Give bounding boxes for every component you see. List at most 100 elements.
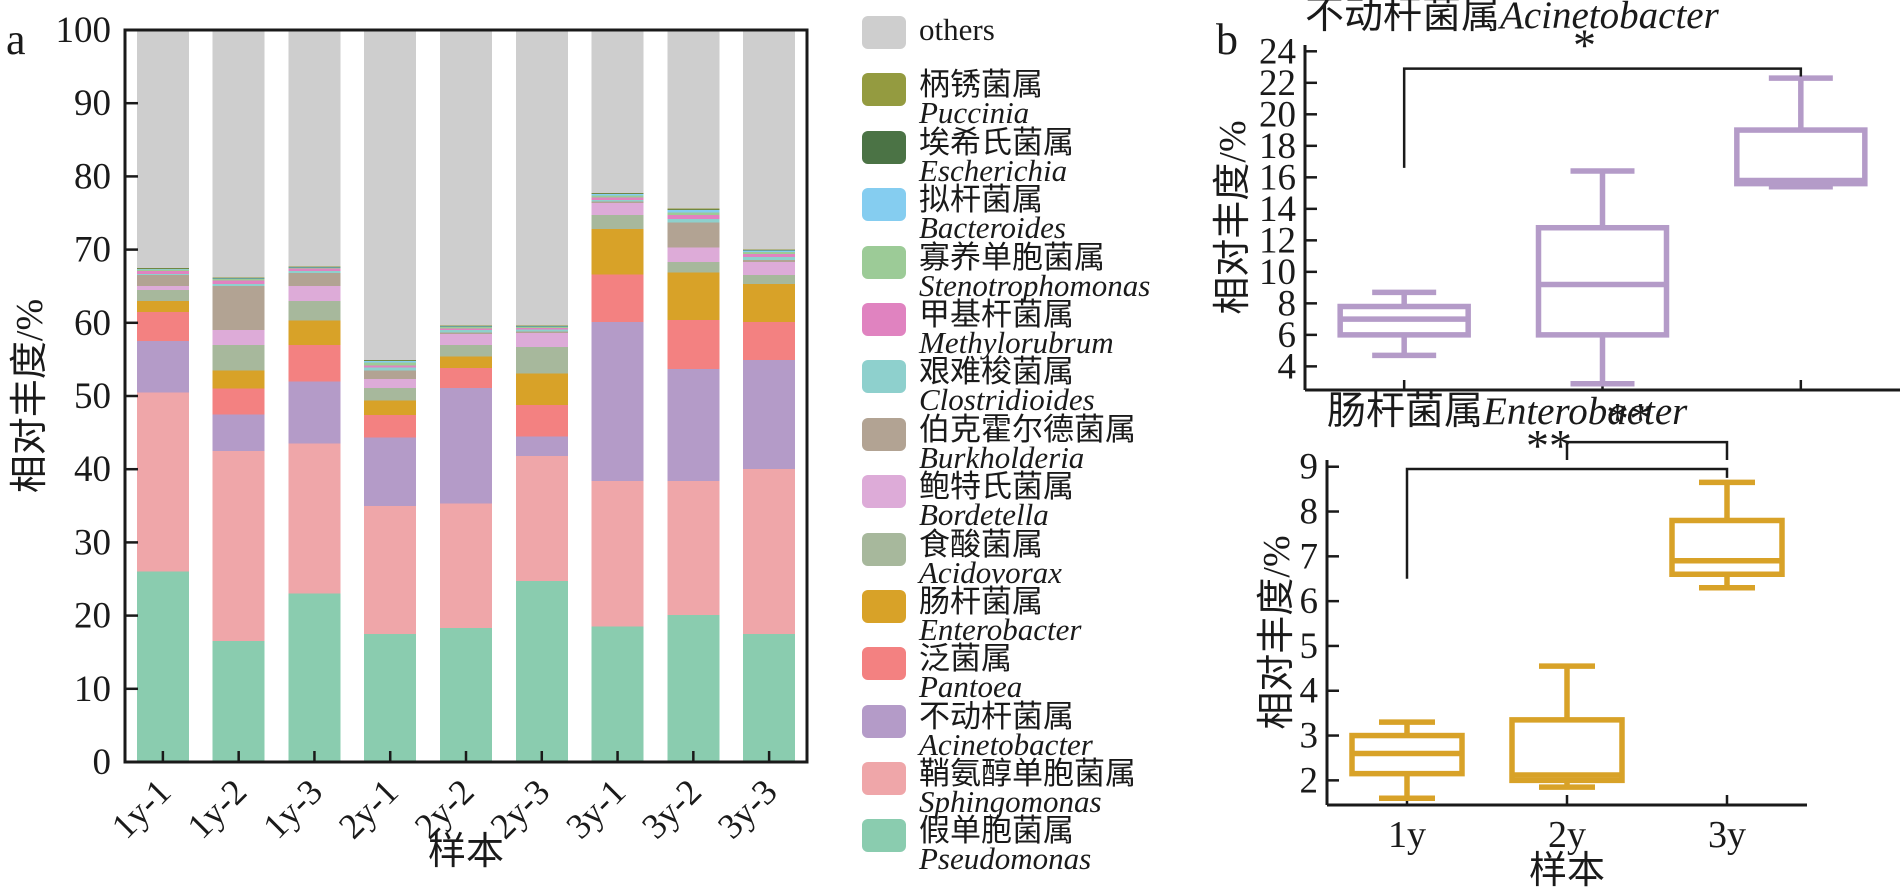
bar-segment-3y-2-pseudomonas <box>667 614 720 762</box>
legend-label: 鲍特氏菌属 Bordetella <box>919 471 1074 530</box>
bar-segment-2y-3-others <box>515 30 568 326</box>
legend-label: 不动杆菌属 Acinetobacter <box>919 698 1093 762</box>
legend-label-latin: Acinetobacter <box>919 726 1093 762</box>
x-axis-label: 样本 <box>428 831 504 873</box>
bar-segment-3y-3-clostridioides <box>743 256 796 260</box>
y-tick-label: 6 <box>1300 581 1319 622</box>
significance-bracket <box>1565 440 1729 460</box>
y-tick-label: 80 <box>74 156 111 197</box>
y-tick-label: 10 <box>74 669 111 710</box>
legend-label: 寡养单胞菌属 Stenotrophomonas <box>919 239 1150 301</box>
bar-segment-2y-3-sphingomonas <box>515 456 568 582</box>
bar-segment-1y-2-puccinia <box>212 277 265 278</box>
bar-segment-2y-1-sphingomonas <box>364 505 417 634</box>
bar-segment-2y-2-enterobacter <box>440 356 492 369</box>
legend-label: 柄锈菌属 Puccinia <box>919 69 1043 128</box>
bar-segment-2y-1-bacteroides <box>364 360 417 363</box>
legend-item-pantoea: 泛菌属 Pantoea <box>862 643 1192 702</box>
x-tick-label: 1y-3 <box>255 771 330 846</box>
bar-segment-1y-3-stenotrophomonas <box>288 267 341 269</box>
legend-item-pseudomonas: 假单胞菌属 Pseudomonas <box>862 815 1192 877</box>
legend-label-latin: Bacteroides <box>919 210 1066 246</box>
bar-segment-3y-2-burkholderia <box>667 222 720 248</box>
bar-segment-3y-1-pseudomonas <box>591 626 644 762</box>
bar-segment-3y-3-burkholderia <box>743 259 796 263</box>
bar-segment-1y-2-bordetella <box>212 330 265 345</box>
bar-segment-2y-1-others <box>364 30 417 361</box>
y-tick-label: 22 <box>1259 63 1296 104</box>
legend-label-cn: 不动杆菌属 <box>919 698 1074 734</box>
legend-item-stenotrophomonas: 寡养单胞菌属 Stenotrophomonas <box>862 239 1192 301</box>
bar-segment-3y-1-stenotrophomonas <box>591 195 644 198</box>
bar-segment-3y-2-others <box>667 30 720 209</box>
bar-segment-2y-3-pseudomonas <box>515 581 568 762</box>
bar-segment-1y-2-pseudomonas <box>212 641 265 762</box>
bar-segment-1y-3-pseudomonas <box>288 593 341 762</box>
bar-segment-2y-3-enterobacter <box>515 373 568 405</box>
plot-title-latin: Enterobacter <box>1482 390 1688 433</box>
bar-segment-1y-2-acidovorax <box>212 344 265 371</box>
bar-segment-2y-2-burkholderia <box>440 332 492 334</box>
bar-segment-3y-2-acinetobacter <box>667 368 720 481</box>
bar-segment-3y-1-pantoea <box>591 274 644 323</box>
box-3y <box>1669 517 1785 578</box>
bar-segment-3y-2-bordetella <box>667 247 720 263</box>
bar-segment-2y-1-acidovorax <box>364 387 417 401</box>
bar-segment-3y-2-puccinia <box>667 208 720 210</box>
bar-segment-1y-3-bacteroides <box>288 267 341 268</box>
bar-segment-1y-1-escherichia <box>136 268 189 269</box>
legend-label-latin: Methylorubrum <box>919 324 1114 360</box>
legend-label-cn: 寡养单胞菌属 <box>919 239 1105 275</box>
bar-segment-2y-2-escherichia <box>440 326 492 327</box>
bar-segment-3y-1-sphingomonas <box>591 480 644 627</box>
bar-segment-3y-2-sphingomonas <box>667 480 720 615</box>
y-axis-label: 相对丰度/% <box>1256 535 1298 729</box>
bar-segment-3y-3-others <box>743 30 796 250</box>
legend-label-cn: 伯克霍尔德菌属 <box>919 411 1136 447</box>
y-tick-label: 5 <box>1300 626 1319 667</box>
bar-segment-3y-1-methylorubrum <box>591 197 644 200</box>
bar-segment-3y-3-acinetobacter <box>743 360 796 470</box>
plot-title-cn: 肠杆菌属 <box>1327 390 1483 433</box>
y-tick-label: 2 <box>1300 760 1319 801</box>
y-tick-label: 20 <box>74 596 111 637</box>
bar-segment-2y-1-pantoea <box>364 415 417 438</box>
legend-item-others: others <box>862 14 1192 71</box>
y-tick-label: 9 <box>1300 447 1319 488</box>
x-axis-label: 样本 <box>1529 850 1605 887</box>
y-tick-label: 90 <box>74 83 111 124</box>
bar-segment-3y-1-escherichia <box>591 193 644 195</box>
bar-segment-3y-2-stenotrophomonas <box>667 212 720 216</box>
bar-segment-1y-1-bacteroides <box>136 268 189 270</box>
y-tick-label: 16 <box>1259 157 1296 198</box>
legend-label-cn: 拟杆菌属 <box>919 182 1043 218</box>
bar-segment-1y-2-enterobacter <box>212 370 265 389</box>
bar-segment-2y-3-clostridioides <box>515 329 568 332</box>
legend-label-latin: Pseudomonas <box>919 841 1092 877</box>
x-tick-label: 1y-2 <box>179 771 254 846</box>
bar-segment-2y-2-others <box>440 30 492 326</box>
legend-swatch-bordetella <box>862 475 906 509</box>
y-tick-label: 6 <box>1278 315 1297 356</box>
bar-segment-3y-2-methylorubrum <box>667 215 720 219</box>
significance-bracket <box>1405 467 1729 579</box>
bar-segment-3y-3-enterobacter <box>743 284 796 323</box>
bar-segment-1y-1-puccinia <box>136 267 189 269</box>
legend-label-latin: Acidovorax <box>919 554 1062 590</box>
legend-label: 泛菌属 Pantoea <box>919 643 1022 702</box>
legend-swatch-burkholderia <box>862 417 906 451</box>
bar-segment-3y-3-pantoea <box>743 322 796 361</box>
bar-segment-2y-3-acidovorax <box>515 346 568 374</box>
y-tick-label: 10 <box>1259 252 1296 293</box>
y-tick-label: 12 <box>1259 220 1296 261</box>
bar-segment-1y-1-methylorubrum <box>136 270 189 274</box>
bar-segment-2y-3-bacteroides <box>515 326 568 327</box>
bar-segment-3y-2-acidovorax <box>667 262 720 273</box>
bar-segment-3y-1-acinetobacter <box>591 322 644 481</box>
y-tick-label: 8 <box>1278 283 1297 324</box>
legend-item-sphingomonas: 鞘氨醇单胞菌属 Sphingomonas <box>862 758 1192 817</box>
bar-segment-3y-3-pseudomonas <box>743 633 796 762</box>
legend-label-cn: 甲基杆菌属 <box>919 296 1074 332</box>
bar-segment-3y-1-acidovorax <box>591 215 644 230</box>
